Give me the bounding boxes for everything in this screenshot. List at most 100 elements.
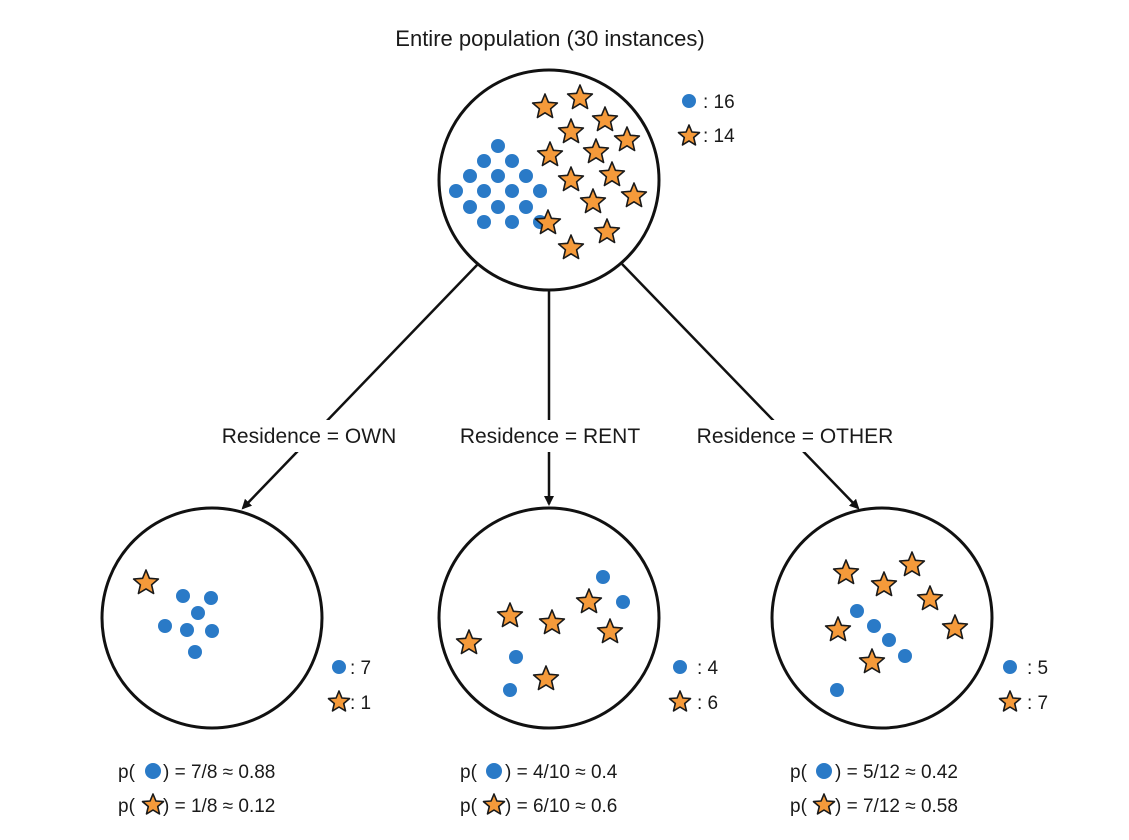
blue-dot — [505, 184, 519, 198]
blue-dot — [204, 591, 218, 605]
blue-dot — [477, 154, 491, 168]
other-p-star-value: ) = 7/12 ≈ 0.58 — [835, 796, 958, 817]
orange-star — [898, 551, 926, 577]
blue-dot-icon — [673, 660, 687, 674]
blue-dot — [867, 619, 881, 633]
blue-dot — [180, 623, 194, 637]
blue-dot — [463, 200, 477, 214]
blue-dot-icon — [1003, 660, 1017, 674]
orange-star — [536, 141, 564, 167]
other-dot-count: : 5 — [1027, 658, 1048, 679]
orange-star — [482, 793, 506, 815]
blue-dot — [332, 660, 346, 674]
other-p-dot-prefix: p( — [790, 762, 808, 783]
edge-label-other: Residence = OTHER — [697, 425, 894, 448]
other-star-count: : 7 — [1027, 693, 1048, 714]
orange-star — [141, 793, 165, 815]
other-probabilities: p( ) = 5/12 ≈ 0.42 p( ) = 7/12 ≈ 0.58 — [790, 762, 958, 817]
rent-dot-count: : 4 — [697, 658, 719, 679]
blue-dot — [463, 169, 477, 183]
rent-p-star-prefix: p( — [460, 796, 478, 817]
blue-dot-icon — [145, 763, 161, 779]
blue-dot — [519, 200, 533, 214]
blue-dot — [191, 606, 205, 620]
root-star-count: : 14 — [703, 126, 735, 147]
blue-dot-icon — [332, 660, 346, 674]
orange-star — [613, 126, 641, 152]
orange-star — [531, 93, 559, 119]
tree-edges — [241, 263, 860, 510]
blue-dot — [145, 763, 161, 779]
orange-star-icon — [482, 793, 506, 815]
orange-star — [858, 648, 886, 674]
blue-dot — [505, 154, 519, 168]
diagram-title: Entire population (30 instances) — [395, 26, 704, 51]
orange-star — [598, 161, 626, 187]
rent-p-dot-prefix: p( — [460, 762, 478, 783]
tree-nodes — [100, 68, 994, 730]
orange-star — [532, 665, 560, 691]
orange-star — [538, 609, 566, 635]
orange-star — [566, 84, 594, 110]
blue-dot — [616, 595, 630, 609]
own-p-dot-prefix: p( — [118, 762, 136, 783]
blue-dot — [491, 139, 505, 153]
blue-dot-icon — [816, 763, 832, 779]
own-dot-count: : 7 — [350, 658, 371, 679]
own-p-star-value: ) = 1/8 ≈ 0.12 — [163, 796, 275, 817]
orange-star — [132, 569, 160, 595]
root-dot-count: : 16 — [703, 92, 735, 113]
blue-dot — [673, 660, 687, 674]
blue-dot-icon — [682, 94, 696, 108]
blue-dot — [176, 589, 190, 603]
other-legend: : 5 : 7 — [998, 658, 1048, 714]
orange-star — [677, 124, 701, 146]
orange-star — [941, 614, 969, 640]
orange-star — [557, 118, 585, 144]
node-other — [770, 506, 994, 730]
orange-star — [591, 106, 619, 132]
orange-star-icon — [812, 793, 836, 815]
orange-star-icon — [998, 690, 1022, 712]
orange-star — [832, 559, 860, 585]
blue-dot — [509, 650, 523, 664]
rent-legend: : 4 : 6 — [668, 658, 719, 714]
blue-dot — [491, 169, 505, 183]
blue-dot — [830, 683, 844, 697]
orange-star — [812, 793, 836, 815]
own-star-count: : 1 — [350, 693, 371, 714]
blue-dot — [533, 184, 547, 198]
blue-dot — [882, 633, 896, 647]
orange-star — [557, 234, 585, 260]
other-p-star-prefix: p( — [790, 796, 808, 817]
orange-star — [870, 571, 898, 597]
blue-dot — [816, 763, 832, 779]
other-p-dot-value: ) = 5/12 ≈ 0.42 — [835, 762, 958, 783]
orange-star — [579, 188, 607, 214]
edge-own — [241, 263, 479, 510]
blue-dot-icon — [486, 763, 502, 779]
orange-star-icon — [327, 690, 351, 712]
orange-star — [557, 166, 585, 192]
orange-star — [668, 690, 692, 712]
orange-star — [916, 585, 944, 611]
blue-dot — [205, 624, 219, 638]
blue-dot — [519, 169, 533, 183]
orange-star — [455, 629, 483, 655]
blue-dot — [188, 645, 202, 659]
own-legend: : 7 : 1 — [327, 658, 371, 714]
own-p-dot-value: ) = 7/8 ≈ 0.88 — [163, 762, 275, 783]
blue-dot — [477, 215, 491, 229]
orange-star — [596, 618, 624, 644]
orange-star — [824, 616, 852, 642]
blue-dot — [898, 649, 912, 663]
blue-dot — [503, 683, 517, 697]
rent-star-count: : 6 — [697, 693, 718, 714]
blue-dot — [486, 763, 502, 779]
blue-dot — [1003, 660, 1017, 674]
blue-dot — [596, 570, 610, 584]
blue-dot — [477, 184, 491, 198]
orange-star — [575, 588, 603, 614]
orange-star-icon — [668, 690, 692, 712]
